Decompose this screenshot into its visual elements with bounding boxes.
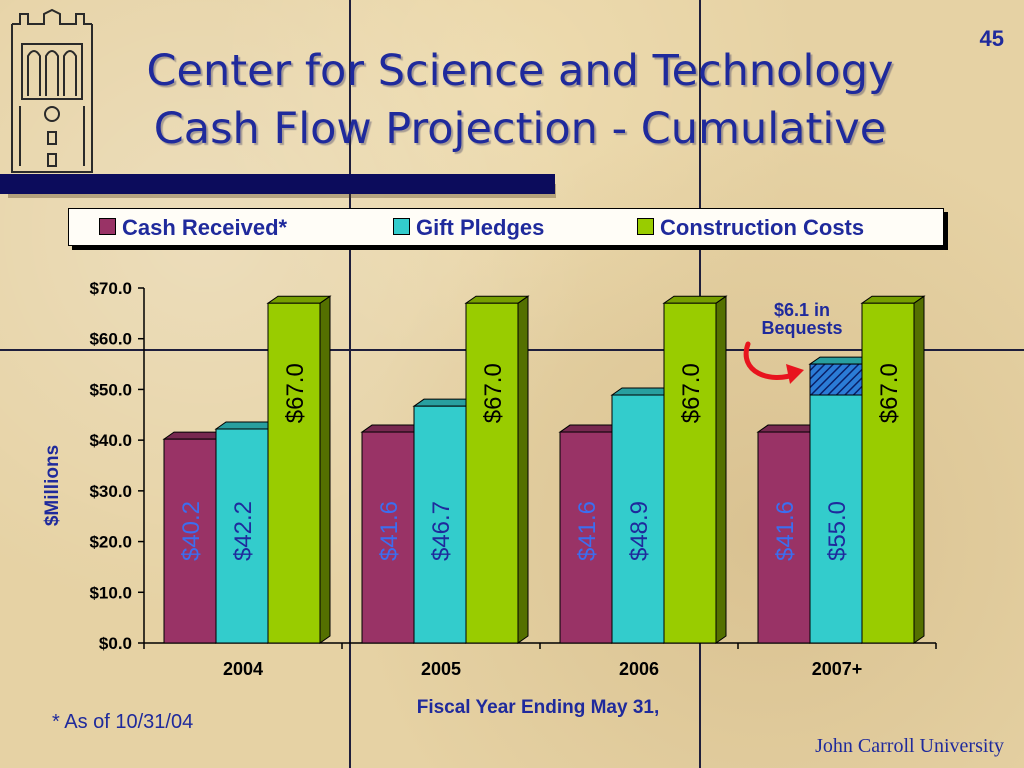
title-line-1: Center for Science and Technology bbox=[146, 46, 894, 96]
bar-side bbox=[517, 295, 529, 644]
bar-value-label: $41.6 bbox=[772, 501, 799, 561]
x-tick-label: 2006 bbox=[619, 659, 659, 679]
x-axis-title: Fiscal Year Ending May 31, bbox=[417, 697, 660, 718]
legend-swatch bbox=[99, 218, 116, 235]
bar-value-label: $48.9 bbox=[626, 501, 653, 561]
tower-logo bbox=[11, 8, 93, 173]
y-tick-label: $50.0 bbox=[89, 380, 132, 399]
bar-side bbox=[319, 295, 331, 644]
bar-value-label: $67.0 bbox=[480, 363, 507, 423]
legend-swatch bbox=[393, 218, 410, 235]
slide-number: 45 bbox=[979, 26, 1004, 51]
bar bbox=[413, 405, 467, 644]
bar bbox=[861, 302, 915, 644]
bar-value-label: $46.7 bbox=[428, 501, 455, 561]
legend-item-construction-costs: Construction Costs bbox=[637, 215, 864, 241]
legend-swatch bbox=[637, 218, 654, 235]
bar-value-label: $40.2 bbox=[178, 501, 205, 561]
bar bbox=[361, 431, 415, 644]
legend-label: Cash Received* bbox=[122, 215, 288, 240]
bequests-segment bbox=[809, 363, 863, 396]
legend-item-gift-pledges: Gift Pledges bbox=[393, 215, 544, 241]
y-tick-label: $70.0 bbox=[89, 279, 132, 298]
bequests-label-line-1: $6.1 in bbox=[774, 300, 830, 320]
bar-top bbox=[662, 295, 728, 304]
bar-side bbox=[913, 295, 925, 644]
bar-top bbox=[860, 295, 926, 304]
title-underline-bar bbox=[0, 174, 555, 194]
bequests-arrow bbox=[743, 341, 799, 380]
y-tick-label: $30.0 bbox=[89, 482, 132, 501]
bar bbox=[559, 431, 613, 644]
y-tick-label: $10.0 bbox=[89, 583, 132, 602]
bar-value-label: $41.6 bbox=[376, 501, 403, 561]
footnote: * As of 10/31/04 bbox=[52, 711, 194, 733]
bar-side bbox=[715, 295, 727, 644]
bar-value-label: $67.0 bbox=[876, 363, 903, 423]
title-line-2: Cash Flow Projection - Cumulative bbox=[153, 104, 887, 154]
page-title: Center for Science and Technology Cash F… bbox=[80, 42, 960, 158]
bar bbox=[267, 302, 321, 644]
x-tick-label: 2005 bbox=[421, 659, 461, 679]
bar-value-label: $67.0 bbox=[678, 363, 705, 423]
bar-value-label: $67.0 bbox=[282, 363, 309, 423]
bar bbox=[757, 431, 811, 644]
bar bbox=[465, 302, 519, 644]
bar-value-label: $55.0 bbox=[824, 501, 851, 561]
bequests-label-line-2: Bequests bbox=[761, 318, 842, 338]
legend-item-cash-received: Cash Received* bbox=[99, 215, 287, 241]
x-tick-label: 2007+ bbox=[812, 659, 863, 679]
bar-top bbox=[266, 295, 332, 304]
bar bbox=[611, 394, 665, 644]
bar-value-label: $41.6 bbox=[574, 501, 601, 561]
legend-label: Gift Pledges bbox=[416, 215, 545, 240]
y-tick-label: $20.0 bbox=[89, 533, 132, 552]
legend-label: Construction Costs bbox=[660, 215, 865, 240]
y-tick-label: $60.0 bbox=[89, 330, 132, 349]
y-tick-label: $0.0 bbox=[99, 634, 132, 653]
bar-value-label: $42.2 bbox=[230, 501, 257, 561]
bar bbox=[809, 363, 863, 644]
y-tick-label: $40.0 bbox=[89, 431, 132, 450]
bar bbox=[663, 302, 717, 644]
y-axis-title: $Millions bbox=[42, 445, 63, 526]
bar-top bbox=[464, 295, 530, 304]
university-name: John Carroll University bbox=[815, 735, 1004, 757]
chart-legend: Cash Received* Gift Pledges Construction… bbox=[68, 208, 944, 246]
bar bbox=[163, 438, 217, 644]
bequests-arrowhead bbox=[786, 364, 804, 384]
x-tick-label: 2004 bbox=[223, 659, 263, 679]
bar bbox=[215, 428, 269, 644]
background-gridline bbox=[349, 0, 351, 768]
